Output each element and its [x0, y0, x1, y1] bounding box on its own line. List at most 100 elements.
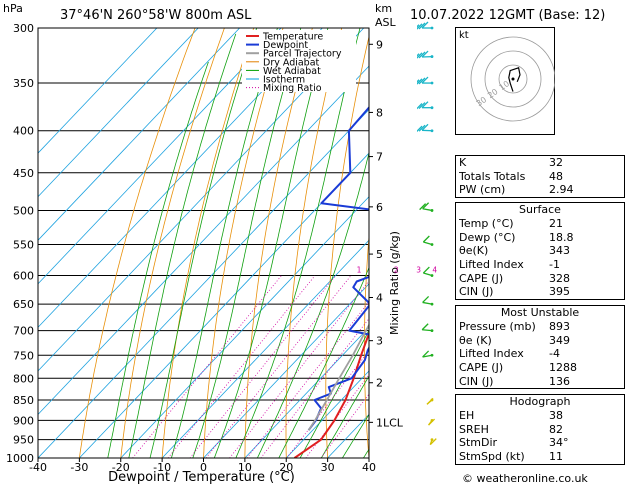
most-unstable-row: Pressure (mb) 893	[456, 320, 624, 334]
mixing-ratio-line	[320, 393, 369, 458]
dry-adiabat-line	[203, 28, 284, 458]
hodograph-row: StmDir 34°	[456, 436, 624, 450]
wet-adiabat-line	[278, 266, 369, 458]
hodograph-ring	[498, 64, 528, 94]
surface-key: CAPE (J)	[459, 271, 504, 285]
wind-barb-dot	[430, 243, 434, 246]
hodograph-row: StmSpd (kt) 11	[456, 450, 624, 464]
wind-barb-feather	[421, 101, 429, 109]
wind-barb-feather	[421, 76, 429, 84]
mixing-ratio-line	[167, 275, 316, 458]
wind-barb-feather	[418, 124, 426, 132]
dry-adiabat-line	[161, 28, 255, 458]
wind-barb-feather	[428, 418, 436, 426]
surface-row: θe(K) 343	[456, 244, 624, 258]
profile-series	[293, 105, 369, 458]
pressure-tick-label: 350	[13, 77, 34, 90]
wet-adiabat-line	[256, 151, 369, 458]
wind-barb-feather	[417, 78, 423, 85]
isotherm-line	[38, 108, 369, 458]
indices-table: K 32 Totals Totals 48 PW (cm) 2.94	[455, 155, 625, 199]
most-unstable-row: θe (K) 349	[456, 334, 624, 348]
indices-key: Totals Totals	[459, 169, 526, 183]
indices-row: Totals Totals 48	[456, 170, 624, 184]
wind-barb-feather	[417, 53, 420, 57]
wind-barb-feather	[417, 24, 420, 28]
isotherm-line	[120, 196, 369, 458]
wind-barb-feather	[421, 50, 429, 58]
surface-value: 21	[549, 217, 563, 230]
isotherm-line	[38, 28, 199, 198]
hodograph-key: StmSpd (kt)	[459, 450, 525, 464]
wind-barb-dot	[430, 274, 434, 277]
x-tick-label: 10	[238, 461, 252, 474]
pressure-tick-label: 700	[13, 325, 34, 338]
wind-barb-dot	[430, 209, 434, 212]
indices-key: K	[459, 156, 467, 169]
most-unstable-value: 893	[549, 320, 570, 333]
wind-barb-feather	[419, 203, 427, 211]
wind-barb-feather	[421, 323, 429, 331]
km-tick-label: 2	[376, 377, 383, 390]
km-tick-label: 5	[376, 248, 383, 261]
wind-barb-feather	[422, 235, 430, 243]
hodograph-table: Hodograph EH 38 SREH 82 StmDir 34° StmSpd (kt)…	[455, 394, 625, 465]
hodograph-value: 82	[549, 422, 563, 436]
mixing-ratio-line	[246, 301, 369, 458]
wind-barb-staff	[423, 272, 433, 277]
hodograph-value: 38	[549, 409, 563, 422]
isotherm-line	[244, 326, 369, 458]
wind-barb-feather	[418, 102, 426, 110]
pressure-tick-label: 550	[13, 238, 34, 251]
most-unstable-row: CIN (J) 136	[456, 375, 624, 389]
pressure-tick-label: 800	[13, 372, 34, 385]
wind-barb-feather	[417, 79, 420, 83]
wind-barb	[417, 76, 434, 85]
x-tick-label: 40	[362, 461, 376, 474]
wind-barb	[419, 202, 434, 212]
most-unstable-row: CAPE (J) 1288	[456, 361, 624, 375]
wet-adiabat-line	[170, 28, 278, 458]
pressure-tick-label: 450	[13, 167, 34, 180]
wet-adiabat-line	[149, 28, 258, 458]
wet-adiabat-line	[341, 413, 369, 458]
wind-barb-dot	[430, 353, 434, 357]
wind-barb-dot	[430, 106, 434, 110]
surface-row: Temp (°C) 21	[456, 217, 624, 231]
hodograph-ring	[484, 50, 542, 108]
mixing-ratio-label: 1	[357, 266, 362, 275]
wind-barb	[421, 323, 434, 333]
pressure-tick-label: 850	[13, 394, 34, 407]
indices-key: PW (cm)	[459, 183, 506, 197]
hodograph-title: Hodograph	[509, 395, 571, 408]
most-unstable-table: Most Unstable Pressure (mb) 893 θe (K) 349 L…	[455, 305, 625, 390]
km-tick-label: 3	[376, 335, 383, 348]
most-unstable-key: CAPE (J)	[459, 361, 504, 375]
hodograph-unit-label: kt	[459, 30, 469, 41]
mixing-ratio-line	[286, 350, 369, 458]
wind-barb-column	[417, 21, 437, 446]
most-unstable-value: -4	[549, 347, 560, 361]
wind-barb	[429, 438, 437, 446]
hodograph-row: EH 38	[456, 409, 624, 423]
wind-barb-feather	[421, 21, 429, 29]
most-unstable-value: 1288	[549, 361, 577, 375]
hodograph-key: SREH	[459, 422, 489, 436]
copyright: © weatheronline.co.uk	[462, 472, 588, 485]
legend-label: Parcel Trajectory	[263, 49, 342, 60]
pressure-tick-label: 400	[13, 125, 34, 138]
wind-barb	[417, 50, 434, 59]
isotherm-line	[38, 65, 369, 416]
km-tick-label: 8	[376, 106, 383, 119]
surface-row: Lifted Index -1	[456, 258, 624, 272]
datetime-title: 10.07.2022 12GMT (Base: 12)	[410, 8, 606, 23]
location-title: 37°46'N 260°58'W 800m ASL	[60, 8, 252, 23]
km-tick-label: 1LCL	[376, 416, 404, 429]
most-unstable-value: 349	[549, 333, 570, 347]
pressure-tick-label: 650	[13, 298, 34, 311]
dry-adiabat-line	[244, 28, 313, 458]
legend-box	[242, 30, 356, 92]
wind-barb-dot	[430, 302, 434, 306]
